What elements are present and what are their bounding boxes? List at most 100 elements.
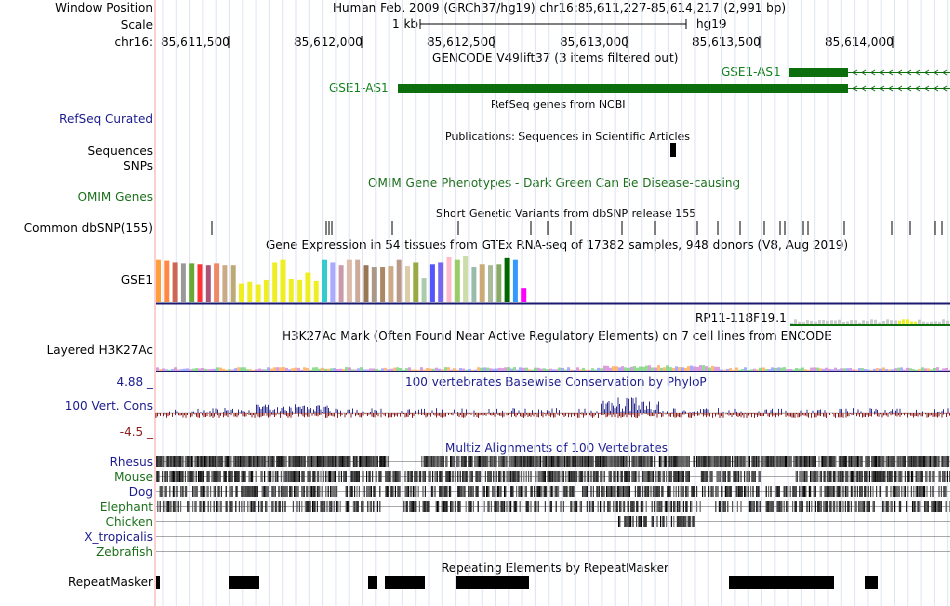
multiz-block xyxy=(534,486,536,497)
multiz-block xyxy=(355,456,357,467)
multiz-block xyxy=(670,471,672,482)
multiz-block xyxy=(733,471,735,482)
snps-track-label[interactable]: SNPs xyxy=(123,159,153,173)
multiz-track-title[interactable]: Multiz Alignments of 100 Vertebrates xyxy=(445,441,669,455)
gtex-gene-label-rp11[interactable]: RP11-118F19.1 xyxy=(695,311,787,325)
multiz-block xyxy=(464,456,466,467)
multiz-block xyxy=(525,501,527,512)
multiz-block xyxy=(314,456,316,467)
multiz-block xyxy=(511,471,513,482)
multiz-block xyxy=(213,501,215,512)
multiz-block xyxy=(742,456,744,467)
multiz-block xyxy=(511,486,513,497)
multiz-block xyxy=(308,456,310,467)
gtex-bar xyxy=(164,260,170,302)
gtex-bar xyxy=(355,259,361,302)
multiz-block xyxy=(206,456,208,467)
multiz-block xyxy=(348,501,350,512)
omim-track-label[interactable]: OMIM Genes xyxy=(77,190,153,204)
multiz-block xyxy=(186,486,188,497)
multiz-block xyxy=(176,471,178,482)
multiz-block xyxy=(747,456,749,467)
h3k27ac-signal xyxy=(156,367,159,371)
multiz-block xyxy=(814,501,816,512)
multiz-block xyxy=(546,486,548,497)
multiz-block xyxy=(192,471,194,482)
multiz-block xyxy=(282,501,284,512)
multiz-block xyxy=(586,471,588,482)
multiz-block xyxy=(566,486,568,497)
gtex-gene-label[interactable]: GSE1 xyxy=(120,273,153,287)
conservation-track-title[interactable]: 100 vertebrates Basewise Conservation by… xyxy=(405,375,707,389)
multiz-block xyxy=(452,456,454,467)
dbsnp-track-label[interactable]: Common dbSNP(155) xyxy=(23,221,153,235)
gtex-bar xyxy=(280,259,286,302)
h3k27ac-signal xyxy=(393,367,396,371)
multiz-block xyxy=(662,471,664,482)
gtex-bar-small xyxy=(910,321,913,324)
multiz-block xyxy=(708,456,710,467)
multiz-block xyxy=(925,501,927,512)
multiz-block xyxy=(573,471,575,482)
multiz-block xyxy=(291,486,293,497)
repeatmasker-track-title[interactable]: Repeating Elements by RepeatMasker xyxy=(441,561,669,575)
multiz-block xyxy=(832,486,834,497)
h3k27ac-signal xyxy=(534,367,537,371)
multiz-block xyxy=(744,456,746,467)
h3k27ac-track-title[interactable]: H3K27Ac Mark (Often Found Near Active Re… xyxy=(282,329,832,343)
multiz-block xyxy=(692,516,694,527)
multiz-block xyxy=(607,501,609,512)
gtex-bar xyxy=(380,267,386,302)
refseq-track-label[interactable]: RefSeq Curated xyxy=(59,112,153,126)
multiz-block xyxy=(865,456,867,467)
multiz-block xyxy=(897,456,899,467)
multiz-block xyxy=(423,456,425,467)
multiz-block xyxy=(550,486,552,497)
sequences-track-label[interactable]: Sequences xyxy=(87,144,153,158)
dbsnp-track-title[interactable]: Short Genetic Variants from dbSNP releas… xyxy=(436,207,697,220)
multiz-block xyxy=(609,456,611,467)
multiz-block xyxy=(204,501,206,512)
multiz-block xyxy=(262,486,264,497)
conservation-track-label[interactable]: 100 Vert. Cons xyxy=(64,399,153,413)
h3k27ac-signal xyxy=(237,367,240,371)
multiz-block xyxy=(180,471,182,482)
gene-label-gse1-as1-lower[interactable]: GSE1-AS1 xyxy=(329,81,389,95)
gtex-track-title[interactable]: Gene Expression in 54 tissues from GTEx … xyxy=(266,238,849,252)
multiz-block xyxy=(358,471,360,482)
omim-track-title[interactable]: OMIM Gene Phenotypes - Dark Green Can Be… xyxy=(368,176,741,190)
gtex-bar xyxy=(421,278,427,302)
multiz-block xyxy=(753,471,755,482)
h3k27ac-track-label[interactable]: Layered H3K27Ac xyxy=(46,343,153,357)
multiz-block xyxy=(913,486,915,497)
multiz-block xyxy=(649,456,651,467)
multiz-block xyxy=(903,456,905,467)
multiz-block xyxy=(594,471,596,482)
multiz-block xyxy=(309,471,311,482)
multiz-block xyxy=(273,486,275,497)
multiz-block xyxy=(196,456,198,467)
multiz-block xyxy=(330,471,332,482)
multiz-block xyxy=(207,501,209,512)
multiz-block xyxy=(549,486,551,497)
repeatmasker-track-label[interactable]: RepeatMasker xyxy=(67,575,153,589)
multiz-block xyxy=(679,516,681,527)
gencode-track-title[interactable]: GENCODE V49lift37 (3 items filtered out) xyxy=(432,51,679,65)
multiz-block xyxy=(878,471,880,482)
gene-label-gse1-as1-upper[interactable]: GSE1-AS1 xyxy=(721,65,781,79)
h3k27ac-signal xyxy=(231,369,234,371)
refseq-track-title[interactable]: RefSeq genes from NCBI xyxy=(491,98,626,111)
multiz-block xyxy=(758,486,760,497)
multiz-block xyxy=(727,501,729,512)
multiz-block xyxy=(459,501,461,512)
multiz-block xyxy=(637,486,639,497)
h3k27ac-signal xyxy=(561,367,564,371)
h3k27ac-signal xyxy=(795,368,798,371)
multiz-block xyxy=(654,501,656,512)
multiz-block xyxy=(595,456,597,467)
multiz-block xyxy=(195,486,197,497)
strand-arrow xyxy=(897,85,903,92)
multiz-block xyxy=(700,456,702,467)
multiz-block xyxy=(351,486,353,497)
